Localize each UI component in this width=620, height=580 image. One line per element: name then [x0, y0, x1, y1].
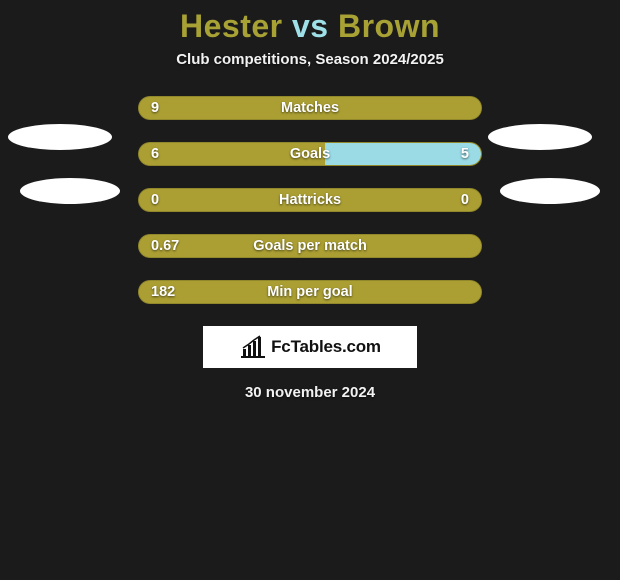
subtitle: Club competitions, Season 2024/2025 — [0, 51, 620, 68]
player2-name: Brown — [338, 8, 440, 44]
stat-fill-left — [139, 143, 325, 165]
stat-value-left: 0.67 — [151, 235, 179, 257]
stat-row: 65Goals — [138, 142, 482, 166]
stat-value-right: 0 — [461, 189, 469, 211]
player1-name: Hester — [180, 8, 283, 44]
stat-row: 9Matches — [138, 96, 482, 120]
vs-label: vs — [292, 8, 329, 44]
stat-value-left: 0 — [151, 189, 159, 211]
logo-text: FcTables.com — [271, 337, 381, 357]
stat-row: 182Min per goal — [138, 280, 482, 304]
stat-fill-left — [139, 281, 481, 303]
ellipse-left-2 — [20, 178, 120, 204]
fctables-logo: FcTables.com — [239, 335, 381, 359]
stats-container: 9Matches65Goals00Hattricks0.67Goals per … — [138, 96, 482, 304]
stat-row: 00Hattricks — [138, 188, 482, 212]
ellipse-right-1 — [488, 124, 592, 150]
stat-fill-left — [139, 189, 310, 211]
stat-row: 0.67Goals per match — [138, 234, 482, 258]
comparison-title: Hester vs Brown — [0, 0, 620, 45]
fctables-logo-box: FcTables.com — [203, 326, 417, 368]
stat-fill-right — [325, 143, 481, 165]
stat-fill-left — [139, 97, 481, 119]
stat-value-right: 5 — [461, 143, 469, 165]
stat-fill-left — [139, 235, 481, 257]
stat-value-left: 6 — [151, 143, 159, 165]
ellipse-left-1 — [8, 124, 112, 150]
logo-text-fc: Fc — [271, 337, 290, 356]
ellipse-right-2 — [500, 178, 600, 204]
stat-value-left: 9 — [151, 97, 159, 119]
stat-value-left: 182 — [151, 281, 175, 303]
logo-text-rest: Tables.com — [291, 337, 381, 356]
stat-fill-right — [310, 189, 481, 211]
date-label: 30 november 2024 — [0, 384, 620, 401]
bar-chart-icon — [239, 335, 267, 359]
